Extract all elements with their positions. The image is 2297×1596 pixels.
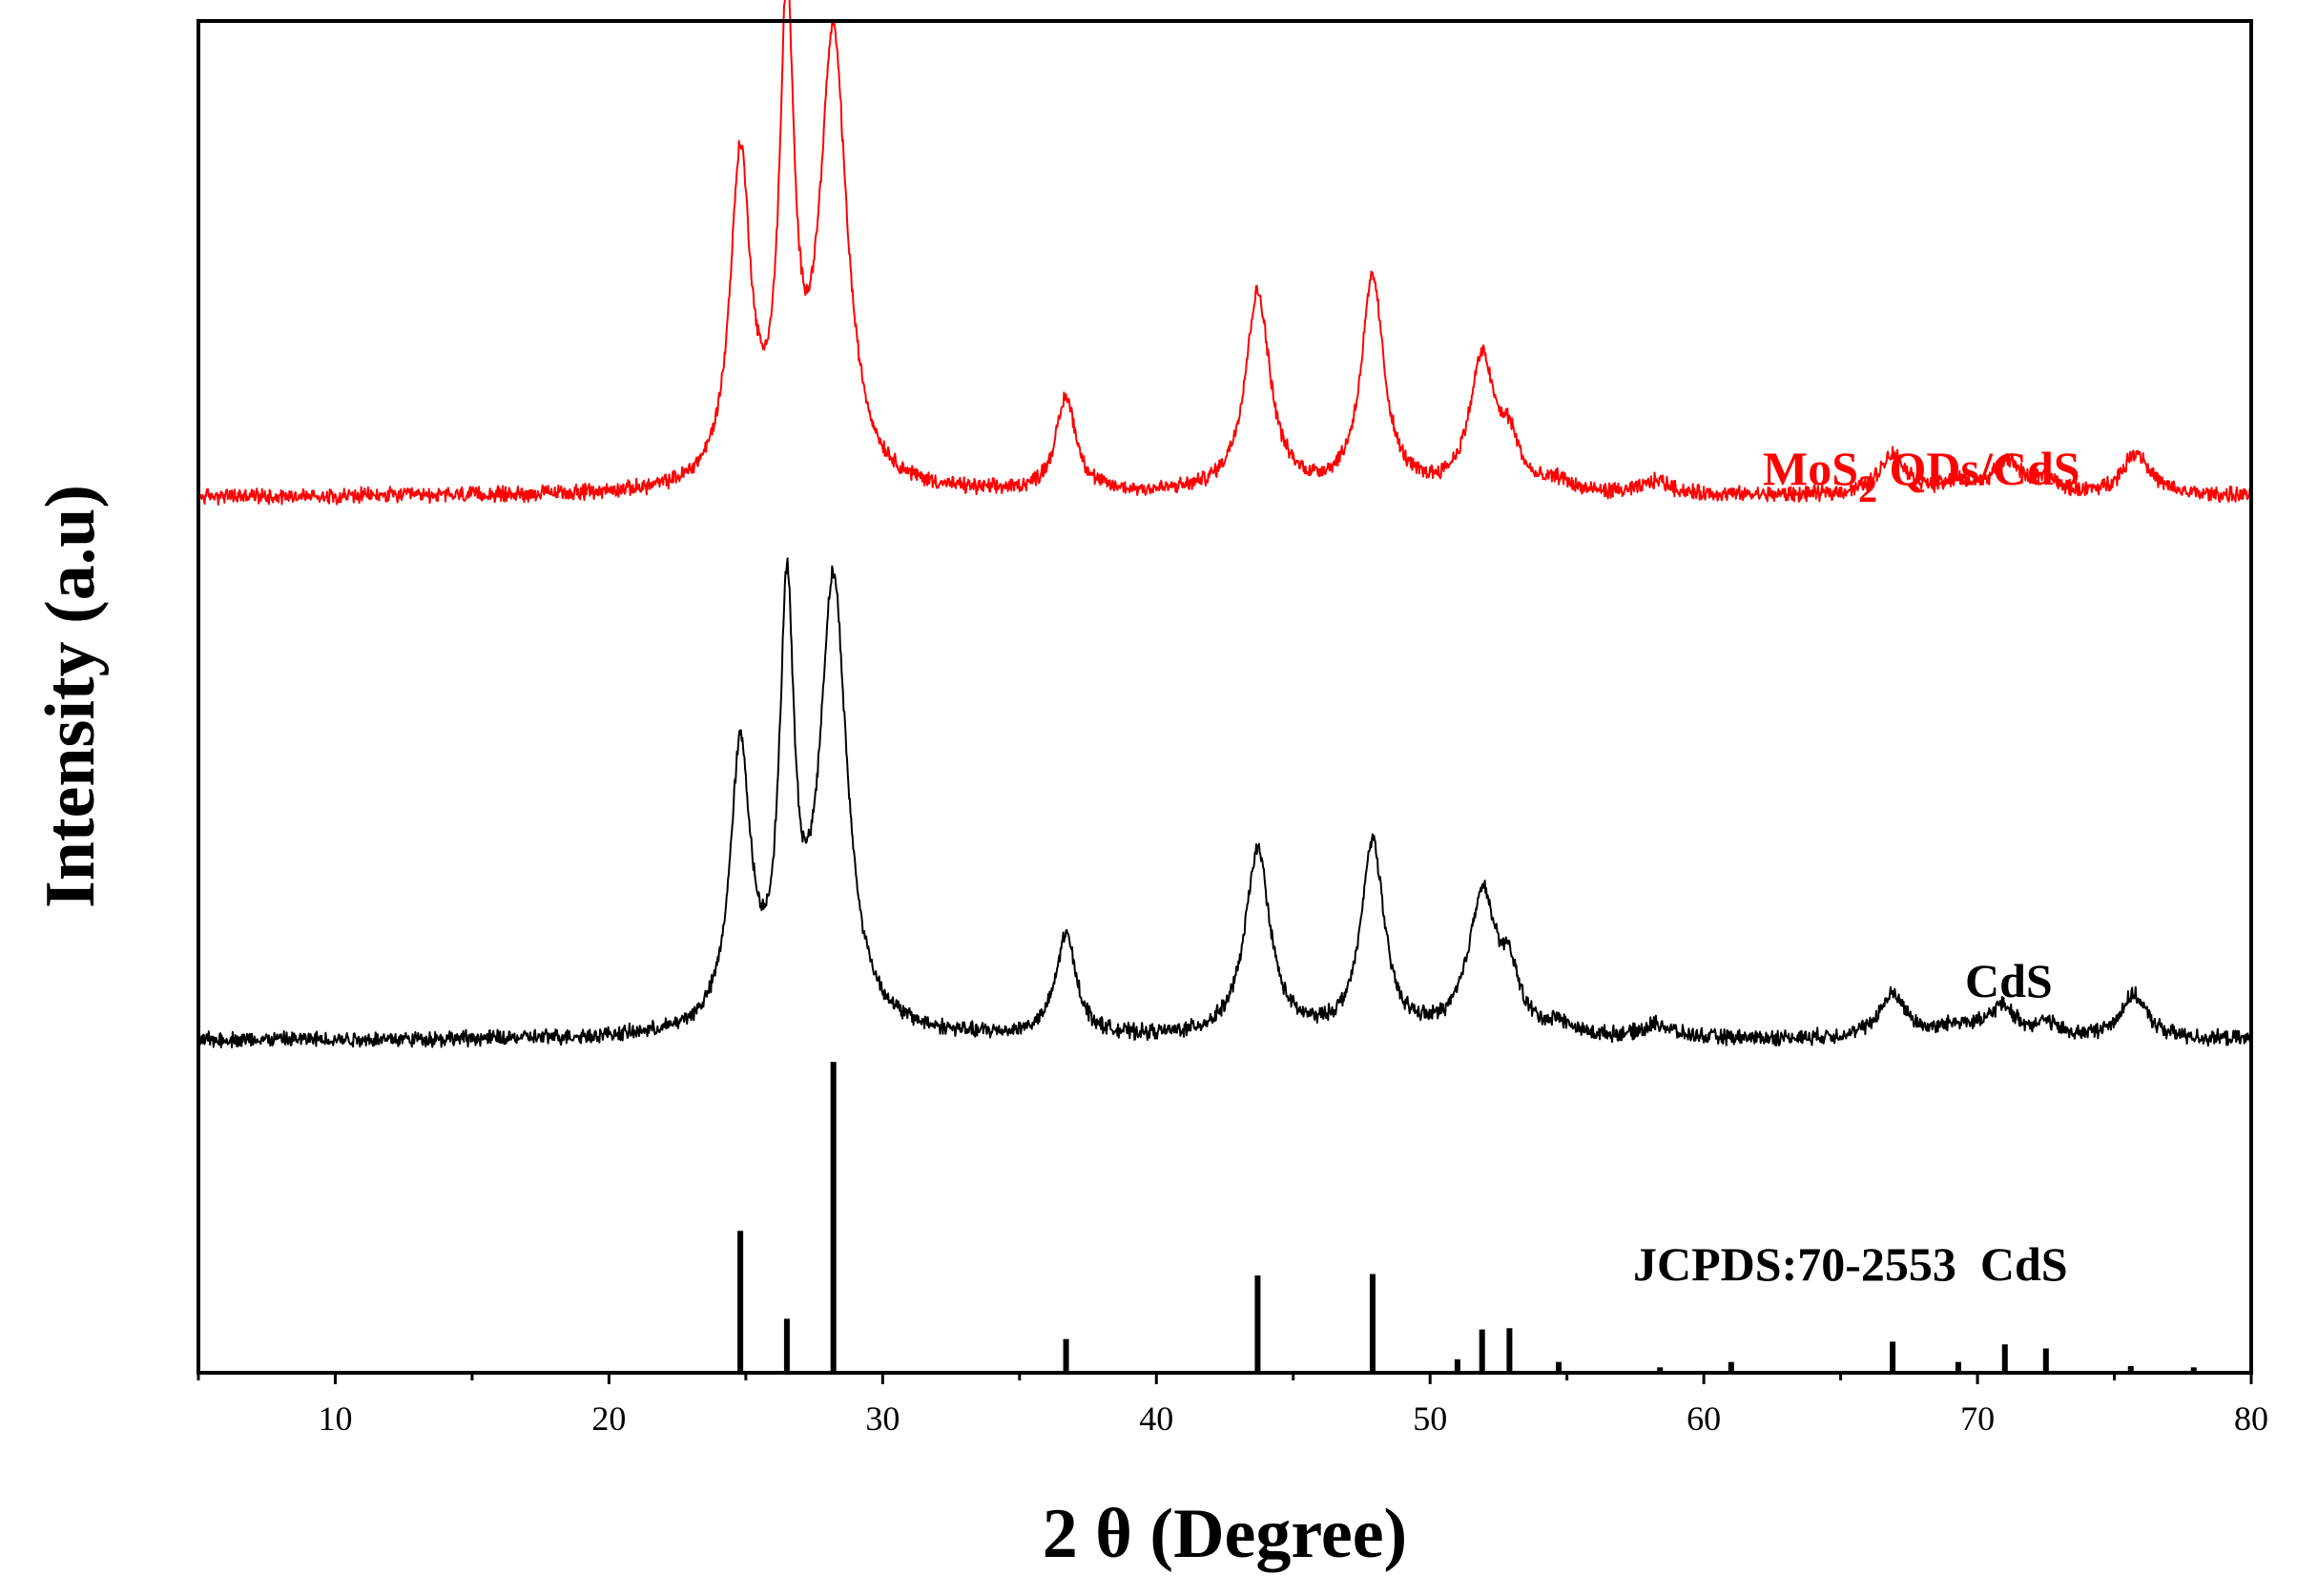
reference-label: JCPDS:70-2553 CdS [1633,1237,2068,1291]
series-line-cds [197,557,2252,1048]
series-label-mos2-main: MoS [1763,442,1858,495]
x-tick-label: 60 [1687,1399,1721,1438]
series-label-mos2-subscript: 2 [1858,467,1877,510]
x-tick-label: 80 [2234,1399,2268,1438]
x-tick-label: 10 [318,1399,352,1438]
x-tick-label: 20 [591,1399,626,1438]
y-axis-title: Intensity (a.u) [31,485,110,908]
x-axis-ticks: 10 20 30 40 50 60 70 80 [197,1373,2268,1438]
series-line-mos2 [197,0,2252,506]
plot-frame [197,19,2253,1375]
series-label-mos2-qds-cds: MoS2 QDs/CdS [1763,442,2080,510]
series-traces [197,0,2252,1048]
x-tick-label: 30 [865,1399,900,1438]
series-label-mos2-rest: QDs/CdS [1877,442,2080,495]
x-tick-label: 70 [1960,1399,1995,1438]
x-axis-title: 2 θ (Degree) [1043,1495,1407,1573]
x-tick-label: 40 [1139,1399,1173,1438]
x-tick-label: 50 [1413,1399,1447,1438]
series-label-cds: CdS [1965,954,2053,1007]
